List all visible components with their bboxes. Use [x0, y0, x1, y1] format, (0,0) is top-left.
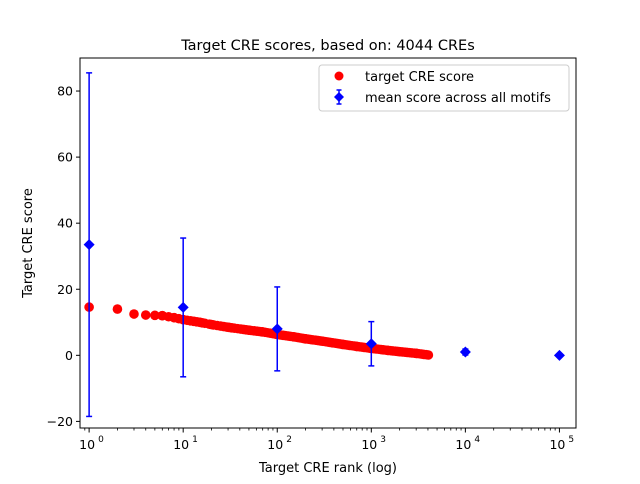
- x-tick-label: 10: [455, 437, 471, 452]
- legend: target CRE score mean score across all m…: [318, 64, 570, 112]
- x-tick-exponent: 3: [380, 435, 386, 445]
- chart-title: Target CRE scores, based on: 4044 CREs: [180, 38, 475, 54]
- chart-marks: [83, 72, 565, 418]
- y-tick-label: 20: [57, 282, 73, 297]
- mean-score-point: [271, 286, 283, 372]
- x-tick-label: 10: [173, 437, 189, 452]
- target-score-point: [129, 309, 139, 319]
- y-tick-label: −20: [47, 414, 73, 429]
- mean-score-point: [459, 346, 471, 358]
- legend-label-target: target CRE score: [365, 70, 474, 85]
- target-score-point: [140, 310, 151, 320]
- x-tick-exponent: 5: [568, 435, 574, 445]
- target-score-point: [421, 349, 432, 360]
- target-score-point: [150, 310, 160, 321]
- legend-label-mean: mean score across all motifs: [365, 91, 551, 106]
- x-tick-exponent: 0: [98, 435, 104, 445]
- mean-score-diamond: [553, 349, 565, 361]
- mean-score-diamond: [459, 346, 471, 358]
- x-tick-exponent: 1: [192, 435, 198, 445]
- x-tick-label: 10: [79, 437, 95, 452]
- x-tick-label: 10: [267, 437, 283, 452]
- x-tick-label: 10: [361, 437, 377, 452]
- legend-box: [318, 64, 570, 112]
- legend-marker-mean: [334, 89, 344, 105]
- mean-score-diamond: [177, 301, 189, 313]
- y-tick-label: 0: [65, 348, 73, 363]
- x-tick-exponent: 4: [474, 435, 480, 445]
- y-tick-label: 60: [57, 150, 73, 165]
- mean-score-diamond: [365, 338, 377, 350]
- y-axis-ticks: −20 0 20 40 60 80: [47, 84, 80, 429]
- mean-score-point: [83, 72, 95, 418]
- x-axis-ticks: 10 0 10 1 10 2 10 3 10 4 10 5: [79, 428, 574, 452]
- y-tick-label: 40: [57, 216, 73, 231]
- mean-score-point: [365, 320, 377, 367]
- y-axis-label: Target CRE score: [21, 188, 36, 299]
- x-axis-label: Target CRE rank (log): [258, 461, 397, 476]
- mean-score-diamond: [271, 323, 283, 335]
- mean-score-diamond: [83, 239, 95, 251]
- legend-marker-target: [334, 71, 344, 81]
- x-tick-exponent: 2: [286, 435, 292, 445]
- mean-score-point: [553, 349, 565, 361]
- axes-frame: [79, 57, 577, 429]
- x-tick-label: 10: [549, 437, 565, 452]
- target-score-point: [112, 304, 123, 314]
- mean-score-point: [177, 237, 189, 378]
- y-tick-label: 80: [57, 84, 73, 99]
